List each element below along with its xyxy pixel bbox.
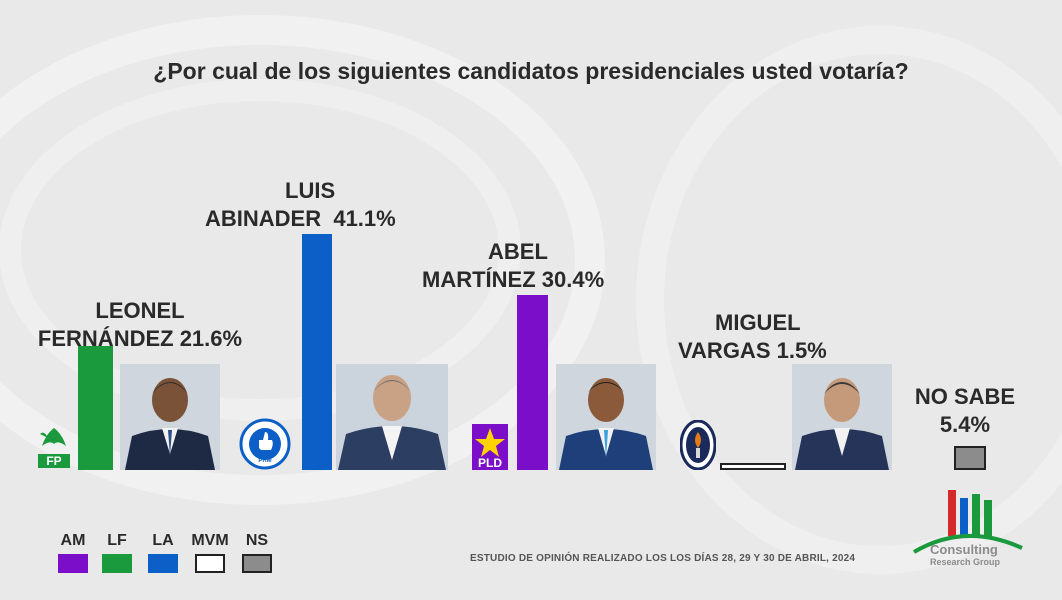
pld-party-logo: PLD [472, 424, 508, 470]
legend-item-am: AM [52, 532, 94, 573]
study-footnote: ESTUDIO DE OPINIÓN REALIZADO LOS LOS DÍA… [470, 553, 856, 564]
label-nosabe-line2: 5.4% [939, 412, 991, 437]
legend-swatch-lf [102, 554, 132, 573]
photo-miguel-vargas [792, 364, 892, 470]
legend-swatch-ns [242, 554, 272, 573]
legend-item-ns: NS [236, 532, 278, 573]
label-leonel: LEONEL FERNÁNDEZ 21.6% [30, 297, 250, 353]
label-luis-line1: LUIS [285, 178, 336, 203]
legend-label-ns: NS [245, 532, 269, 549]
label-abel: ABEL MARTÍNEZ 30.4% [422, 238, 622, 294]
label-leonel-line2: FERNÁNDEZ 21.6% [37, 326, 243, 351]
label-nosabe-line1: NO SABE [914, 384, 1016, 409]
label-abel-line2: MARTÍNEZ 30.4% [422, 267, 605, 292]
chart-title: ¿Por cual de los siguientes candidatos p… [153, 58, 909, 84]
legend-label-lf: LF [107, 532, 127, 549]
brand-name: Consulting [930, 542, 998, 557]
label-miguel: MIGUEL VARGAS 1.5% [678, 309, 848, 365]
bar-no-sabe [954, 446, 986, 470]
bar-leonel-fernandez [78, 346, 113, 470]
prm-party-logo: PRM [239, 418, 291, 470]
legend-label-la: LA [152, 532, 174, 549]
legend-label-mvm: MVM [191, 532, 229, 549]
legend-item-lf: LF [96, 532, 138, 573]
bar-luis-abinader [302, 234, 332, 470]
fp-party-logo: FP [36, 424, 72, 470]
legend-swatch-la [148, 554, 178, 573]
legend-label-am: AM [60, 532, 86, 549]
photo-luis-abinader [336, 364, 448, 470]
label-luis-line2: ABINADER 41.1% [205, 206, 396, 231]
photo-leonel-fernandez [120, 364, 220, 470]
mvm-party-logo [679, 419, 717, 471]
legend-item-la: LA [142, 532, 184, 573]
legend-swatch-mvm [195, 554, 225, 573]
label-miguel-line2: VARGAS 1.5% [678, 338, 827, 363]
label-leonel-line1: LEONEL [95, 298, 185, 323]
pld-logo-text: PLD [478, 456, 502, 470]
consulting-research-group-logo [912, 490, 1023, 554]
photo-abel-martinez [556, 364, 656, 470]
prm-logo-text: PRM [258, 458, 272, 464]
label-nosabe: NO SABE 5.4% [905, 383, 1025, 439]
brand-subtitle: Research Group [930, 557, 1001, 567]
legend-item-mvm: MVM [186, 532, 234, 573]
fp-logo-text: FP [46, 454, 62, 468]
bar-abel-martinez [517, 295, 548, 470]
label-miguel-line1: MIGUEL [715, 310, 801, 335]
bar-miguel-vargas [720, 463, 786, 470]
label-luis: LUIS ABINADER 41.1% [205, 177, 415, 233]
legend-swatch-am [58, 554, 88, 573]
label-abel-line1: ABEL [488, 239, 548, 264]
